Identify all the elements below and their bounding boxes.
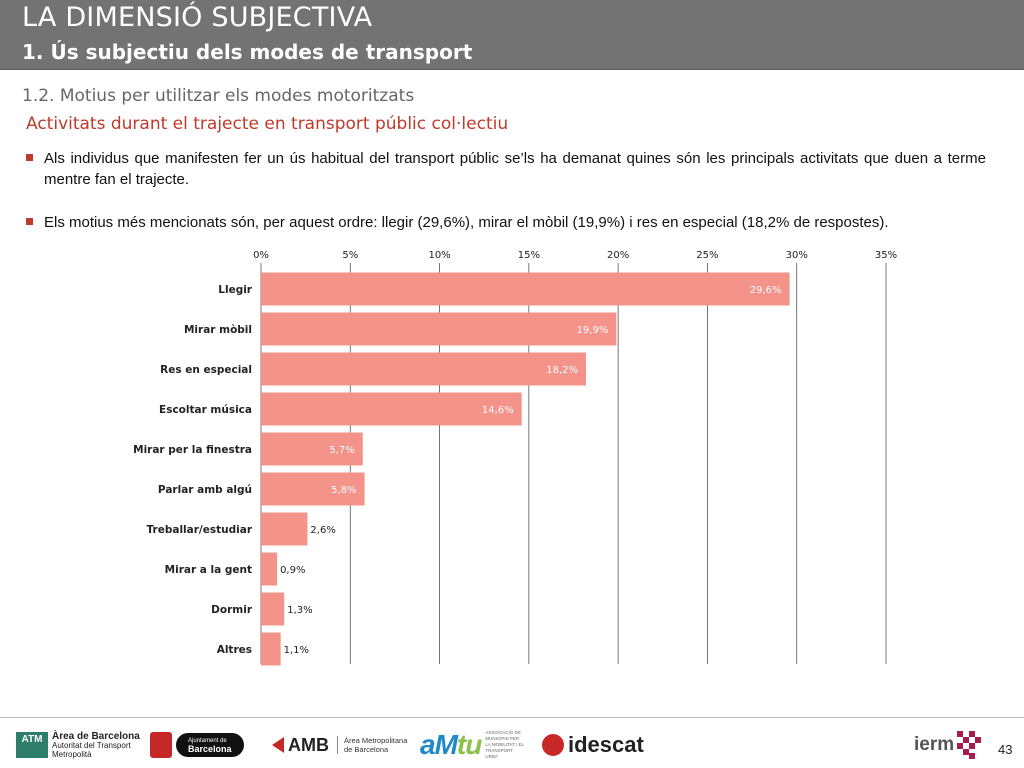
value-label: 18,2% (546, 365, 578, 376)
footer: ATM Àrea de Barcelona Autoritat del Tran… (0, 718, 1024, 768)
amb-line-1: Àrea Metropolitana (344, 736, 408, 745)
category-label: Mirar mòbil (184, 324, 252, 336)
page-subtitle: 1. Ús subjectiu dels modes de transport (22, 40, 473, 64)
category-label: Parlar amb algú (158, 484, 252, 496)
atm-line-3: Metropolità (52, 749, 92, 759)
amtu-logo-mark: aMtu (420, 729, 482, 761)
bar (261, 512, 308, 546)
ajt-line-1: Ajuntament de (188, 738, 227, 744)
section-title: 1.2. Motius per utilitzar els modes moto… (22, 86, 415, 106)
bullet-item: Els motius més mencionats són, per aques… (26, 212, 986, 233)
page-number: 43 (998, 742, 1013, 757)
amtu-logo-text: ASSOCIACIÓ DE MUNICIPIS PER LA MOBILITAT… (485, 730, 524, 759)
square-bullet-icon (26, 218, 33, 225)
value-label: 19,9% (577, 325, 609, 336)
category-label: Llegir (218, 284, 253, 296)
amb-line-2: de Barcelona (344, 745, 389, 754)
ajuntament-logo: Ajuntament de Barcelona (150, 730, 244, 760)
category-label: Dormir (211, 604, 253, 616)
bar (261, 352, 586, 386)
idescat-logo: idescat (542, 730, 644, 760)
bullet-text: Als individus que manifesten fer un ús h… (44, 150, 986, 188)
bar (261, 432, 363, 466)
idescat-icon (542, 734, 564, 756)
ierm-logo-text: ierm (914, 734, 955, 755)
amb-logo-text: Àrea Metropolitana de Barcelona (337, 736, 407, 754)
x-tick-label: 5% (342, 250, 358, 261)
value-label: 1,1% (284, 645, 309, 656)
ierm-logo: ierm (914, 730, 982, 760)
category-label: Treballar/estudiar (147, 524, 253, 536)
title-bar: LA DIMENSIÓ SUBJECTIVA 1. Ús subjectiu d… (0, 0, 1024, 70)
bar (261, 472, 365, 506)
value-label: 0,9% (280, 565, 305, 576)
x-tick-label: 30% (786, 250, 808, 261)
value-label: 14,6% (482, 405, 514, 416)
amtu-mark-b: tu (456, 729, 482, 760)
bar (261, 312, 617, 346)
amtu-logo: aMtu ASSOCIACIÓ DE MUNICIPIS PER LA MOBI… (420, 729, 525, 761)
x-tick-label: 35% (875, 250, 897, 261)
pixel-grid-icon (957, 731, 982, 759)
category-label: Altres (217, 644, 252, 656)
atm-logo-text: Àrea de Barcelona Autoritat del Transpor… (52, 730, 140, 759)
bar (261, 592, 285, 626)
x-tick-label: 0% (253, 250, 269, 261)
x-tick-label: 20% (607, 250, 629, 261)
footer-divider (0, 717, 1024, 718)
page-title: LA DIMENSIÓ SUBJECTIVA (22, 2, 373, 33)
shield-icon (150, 732, 172, 758)
amb-mark-text: AMB (288, 734, 329, 755)
square-bullet-icon (26, 154, 33, 161)
bullet-text: Els motius més mencionats són, per aques… (44, 214, 889, 231)
triangle-icon (272, 737, 284, 753)
amb-logo: AMB Àrea Metropolitana de Barcelona (272, 730, 407, 760)
category-label: Escoltar música (159, 404, 252, 416)
section-subtitle: Activitats durant el trajecte en transpo… (26, 114, 509, 134)
value-label: 5,8% (331, 485, 356, 496)
category-label: Mirar per la finestra (133, 444, 252, 456)
bar (261, 392, 522, 426)
atm-logo-mark: ATM (16, 732, 48, 758)
atm-logo: ATM Àrea de Barcelona Autoritat del Tran… (16, 730, 140, 760)
ajuntament-logo-text: Ajuntament de Barcelona (176, 733, 244, 757)
bar (261, 552, 278, 586)
amb-logo-mark: AMB (272, 735, 329, 756)
category-label: Mirar a la gent (165, 564, 252, 576)
amtu-mark-a: aM (420, 729, 458, 760)
atm-line-2: Autoritat del Transport (52, 740, 131, 750)
bullet-list: Als individus que manifesten fer un ús h… (26, 148, 986, 233)
bullet-item: Als individus que manifesten fer un ús h… (26, 148, 986, 190)
atm-line-1: Àrea de Barcelona (52, 730, 140, 742)
ajt-line-2: Barcelona (188, 744, 232, 754)
bar (261, 272, 790, 306)
value-label: 1,3% (287, 605, 312, 616)
value-label: 5,7% (329, 445, 354, 456)
x-tick-label: 10% (428, 250, 450, 261)
bar (261, 632, 281, 666)
value-label: 29,6% (750, 285, 782, 296)
x-tick-label: 25% (696, 250, 718, 261)
idescat-logo-text: idescat (568, 732, 644, 757)
bar-chart: 0% 5% 10% 15% 20% 25% 30% 35% Llegir 29,6% Mirar m… (133, 250, 897, 666)
category-label: Res en especial (160, 364, 252, 376)
x-tick-label: 15% (518, 250, 540, 261)
value-label: 2,6% (310, 525, 335, 536)
